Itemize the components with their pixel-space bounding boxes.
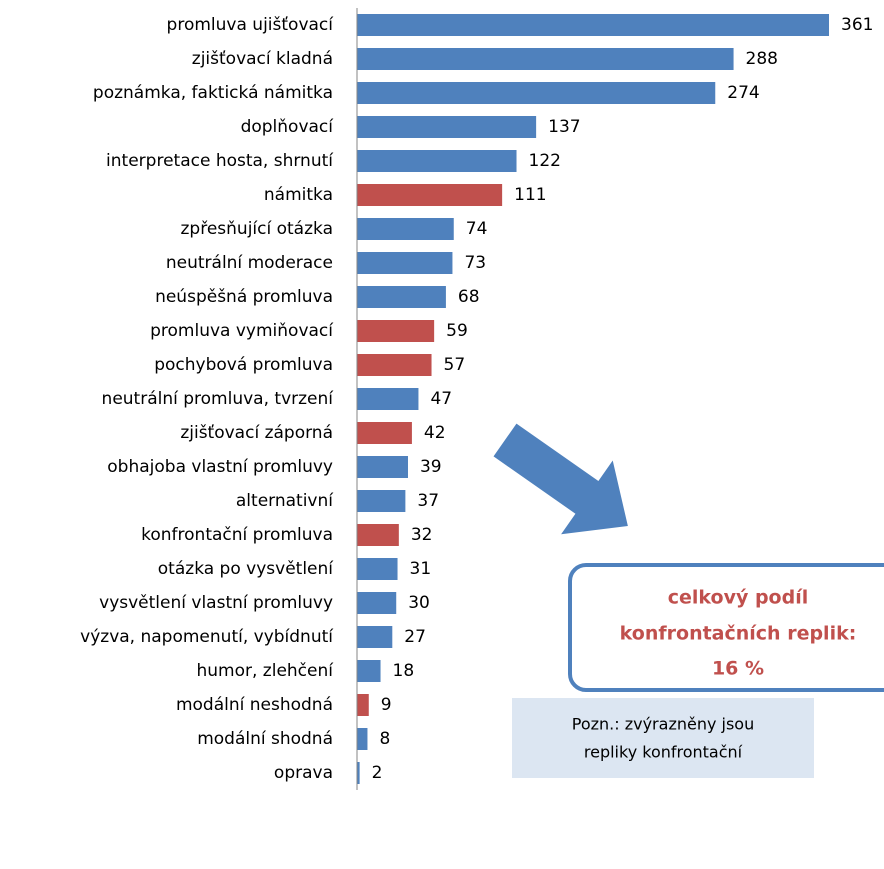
y-tick-label: poznámka, faktická námitka [93,83,333,103]
y-tick-label: výzva, napomenutí, vybídnutí [80,627,334,647]
y-tick-label: námitka [264,185,333,205]
y-tick-label: neutrální moderace [166,253,333,273]
bar [357,762,360,784]
value-label: 57 [444,355,466,375]
note-text: repliky konfrontační [584,743,743,762]
y-tick-label: alternativní [236,491,334,511]
value-label: 42 [424,423,446,443]
bar [357,558,398,580]
arrow-shape [493,423,628,535]
bar [357,694,369,716]
bar [357,320,435,342]
note-box [512,698,814,778]
value-label: 39 [420,457,442,477]
bar [357,626,393,648]
value-label: 47 [430,389,452,409]
y-tick-label: zjišťovací kladná [192,49,333,69]
value-label: 32 [411,525,433,545]
bar [357,286,446,308]
value-label: 31 [410,559,432,579]
value-label: 27 [404,627,426,647]
bar [357,48,734,70]
bar [357,728,368,750]
y-tick-label: obhajoba vlastní promluvy [107,457,333,477]
y-tick-label: zpřesňující otázka [181,219,334,239]
note-text: Pozn.: zvýrazněny jsou [572,715,754,734]
y-tick-label: pochybová promluva [154,355,333,375]
value-label: 73 [464,253,486,273]
bar [357,524,399,546]
y-tick-label: konfrontační promluva [141,525,333,545]
bar [357,388,419,410]
arrow [493,423,628,535]
bar [357,150,517,172]
bar [357,456,408,478]
value-label: 361 [841,15,873,35]
value-label: 137 [548,117,580,137]
bar [357,82,716,104]
bar [357,252,453,274]
y-tick-label: neúspěšná promluva [155,287,333,307]
bar [357,422,412,444]
value-label: 288 [746,49,778,69]
y-tick-label: promluva vymiňovací [150,321,334,341]
y-tick-label: promluva ujišťovací [167,15,335,35]
bar [357,354,432,376]
bar [357,116,537,138]
value-label: 8 [379,729,390,749]
value-label: 37 [417,491,439,511]
bar [357,490,406,512]
value-label: 274 [727,83,759,103]
value-label: 30 [408,593,430,613]
bar [357,660,381,682]
y-tick-label: doplňovací [241,117,335,137]
bar [357,218,454,240]
value-label: 111 [514,185,546,205]
value-label: 2 [372,763,383,783]
y-tick-label: neutrální promluva, tvrzení [102,389,335,409]
y-tick-label: otázka po vysvětlení [158,559,334,579]
y-tick-label: zjišťovací záporná [180,423,333,443]
callout-text: 16 % [712,658,764,680]
value-label: 59 [446,321,468,341]
value-label: 74 [466,219,488,239]
value-label: 68 [458,287,480,307]
bar [357,184,503,206]
bar [357,592,397,614]
callout-text: celkový podíl [668,587,809,609]
y-tick-label: modální neshodná [176,695,333,715]
value-label: 9 [381,695,392,715]
y-tick-label: vysvětlení vlastní promluvy [99,593,333,613]
value-label: 18 [393,661,415,681]
bar [357,14,830,36]
y-tick-label: oprava [274,763,333,783]
value-label: 122 [529,151,561,171]
y-tick-label: modální shodná [197,729,333,749]
y-tick-label: humor, zlehčení [197,661,335,681]
y-tick-label: interpretace hosta, shrnutí [106,151,334,171]
callout-text: konfrontačních replik: [620,623,857,645]
callout-box [568,563,884,692]
